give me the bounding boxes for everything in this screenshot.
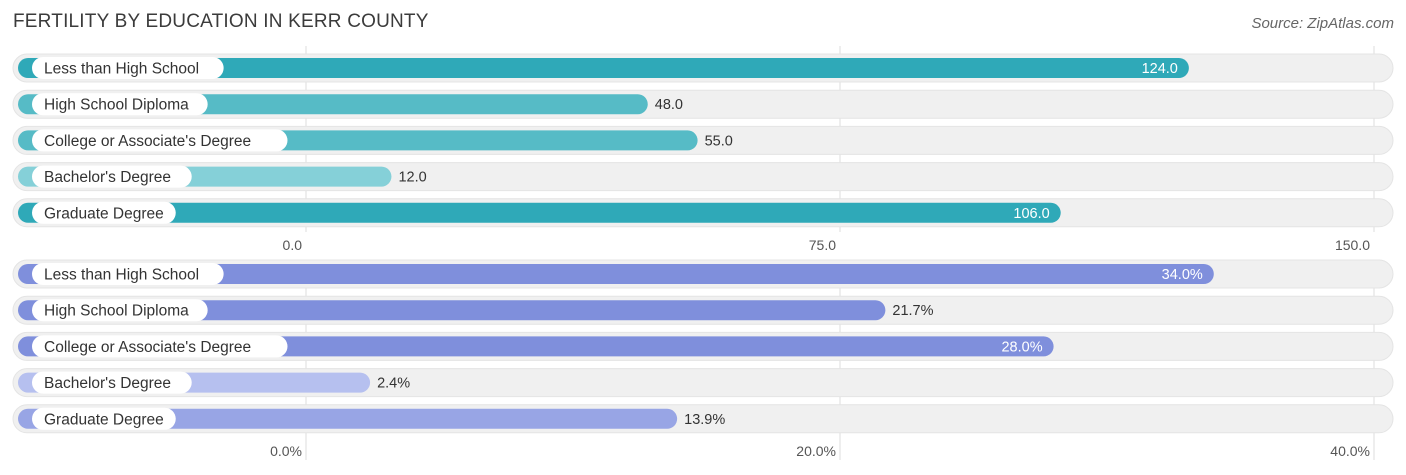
value-label: 13.9% [684, 412, 725, 428]
category-label: Graduate Degree [44, 205, 164, 222]
x-tick-label: 20.0% [796, 443, 836, 459]
source-note: Source: ZipAtlas.com [1251, 15, 1394, 32]
value-label: 28.0% [1001, 339, 1042, 355]
category-label: College or Associate's Degree [44, 133, 251, 150]
category-label-pill [32, 201, 176, 224]
value-label: 2.4% [377, 376, 410, 392]
category-label-pill [32, 93, 208, 116]
bar-row: Graduate Degree 13.9% [12, 404, 1394, 434]
bar [18, 264, 1214, 284]
category-label: Less than High School [44, 267, 199, 284]
bar [18, 58, 1189, 78]
bar-row: Bachelor's Degree 12.0 [12, 162, 1394, 192]
value-label: 21.7% [892, 303, 933, 319]
category-label-pill [32, 129, 288, 152]
bar-row: College or Associate's Degree 28.0% [12, 331, 1394, 361]
category-label: High School Diploma [44, 303, 189, 320]
category-label-pill [32, 407, 176, 430]
category-label: Graduate Degree [44, 411, 164, 428]
bar-row: Less than High School 34.0% [12, 259, 1394, 289]
category-label: Bachelor's Degree [44, 169, 171, 186]
bar [18, 408, 678, 429]
category-label-pill [32, 371, 192, 394]
bar [18, 300, 886, 321]
bar-row: High School Diploma 48.0 [12, 89, 1394, 119]
category-label-pill [32, 165, 192, 188]
x-tick-label: 0.0 [283, 237, 303, 253]
category-label: College or Associate's Degree [44, 339, 251, 356]
bar-row: High School Diploma 21.7% [12, 295, 1394, 325]
bar-row: Less than High School 124.0 [12, 53, 1394, 83]
value-label: 124.0 [1142, 61, 1178, 77]
category-label-pill [32, 263, 224, 285]
x-tick-label: 0.0% [270, 443, 302, 459]
category-label-pill [32, 335, 288, 358]
value-label: 106.0 [1013, 206, 1049, 222]
value-label: 48.0 [655, 97, 683, 113]
bar-row: Bachelor's Degree 2.4% [12, 368, 1394, 398]
x-tick-label: 75.0 [809, 237, 836, 253]
category-label: High School Diploma [44, 97, 189, 114]
category-label-pill [32, 57, 224, 79]
bar-row: College or Associate's Degree 55.0 [12, 125, 1394, 155]
bar [18, 202, 1061, 223]
value-label: 55.0 [705, 133, 733, 149]
bar-row: Graduate Degree 106.0 [12, 198, 1394, 228]
x-tick-label: 150.0 [1335, 237, 1370, 253]
category-label-pill [32, 299, 208, 322]
category-label: Less than High School [44, 61, 199, 78]
chart-title: FERTILITY BY EDUCATION IN KERR COUNTY [13, 11, 429, 32]
category-label: Bachelor's Degree [44, 375, 171, 392]
value-label: 34.0% [1162, 267, 1203, 283]
x-tick-label: 40.0% [1330, 443, 1370, 459]
value-label: 12.0 [398, 170, 426, 186]
